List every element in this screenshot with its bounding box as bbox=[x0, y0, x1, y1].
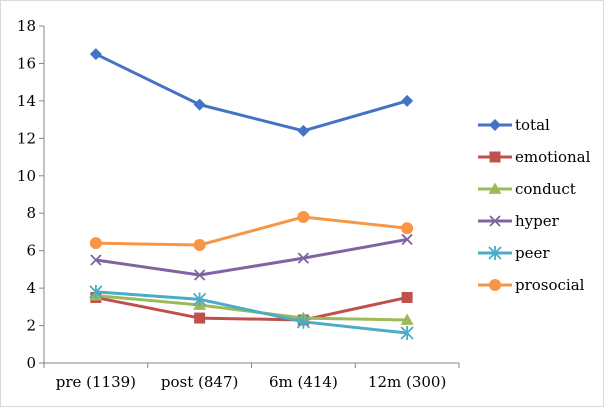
data-point-hyper bbox=[90, 254, 102, 266]
legend-marker bbox=[489, 279, 501, 291]
data-point-peer bbox=[400, 326, 414, 341]
data-point-conduct bbox=[400, 313, 414, 325]
legend-item-prosocial: prosocial bbox=[478, 276, 585, 294]
data-point-hyper bbox=[401, 233, 413, 246]
data-point-total bbox=[193, 98, 206, 111]
legend-marker bbox=[489, 151, 501, 163]
data-point-total bbox=[89, 48, 102, 61]
legend-marker bbox=[488, 182, 502, 194]
data-point-total bbox=[297, 124, 310, 137]
y-tick-label: 16 bbox=[17, 54, 36, 72]
legend-label: hyper bbox=[515, 212, 560, 230]
x-tick-label: 6m (414) bbox=[269, 373, 338, 391]
y-tick-label: 6 bbox=[26, 242, 36, 260]
legend-item-emotional: emotional bbox=[478, 148, 591, 166]
series-layer bbox=[89, 48, 414, 341]
legend-item-conduct: conduct bbox=[478, 180, 576, 198]
legend-marker bbox=[489, 119, 501, 131]
legend-item-total: total bbox=[478, 116, 550, 134]
series-line-peer bbox=[95, 290, 408, 335]
series-prosocial bbox=[89, 210, 414, 252]
legend-item-peer: peer bbox=[478, 244, 550, 262]
y-tick-label: 12 bbox=[17, 129, 36, 147]
y-tick-label: 0 bbox=[26, 354, 36, 372]
legend: total emotional conduct hyper peer prosocial bbox=[478, 116, 591, 294]
legend-label: conduct bbox=[515, 180, 576, 198]
y-tick-label: 4 bbox=[26, 279, 36, 297]
data-point-total bbox=[401, 94, 414, 107]
data-point-peer bbox=[192, 292, 207, 307]
legend-item-hyper: hyper bbox=[478, 212, 560, 230]
legend-label: total bbox=[515, 116, 550, 134]
x-tick-label: pre (1139) bbox=[56, 373, 136, 391]
series-hyper bbox=[90, 233, 413, 281]
data-point-prosocial bbox=[193, 239, 206, 252]
y-tick-label: 18 bbox=[17, 17, 36, 35]
x-tick-label: post (847) bbox=[161, 373, 238, 391]
legend-label: prosocial bbox=[515, 276, 585, 294]
data-point-hyper bbox=[297, 252, 310, 264]
data-point-peer bbox=[296, 314, 311, 329]
legend-label: emotional bbox=[515, 148, 591, 166]
y-tick-label: 14 bbox=[17, 92, 36, 110]
data-point-prosocial bbox=[89, 237, 102, 250]
data-point-hyper bbox=[193, 269, 206, 281]
data-point-peer bbox=[89, 284, 103, 299]
axes: 0 2 4 6 8 10 12 14 16 18 pre (1139) post (847) 6m (4… bbox=[17, 17, 460, 391]
data-point-prosocial bbox=[401, 222, 414, 235]
y-tick-label: 2 bbox=[26, 317, 36, 335]
series-peer bbox=[89, 284, 414, 341]
data-point-emotional bbox=[401, 291, 413, 303]
y-tick-label: 10 bbox=[17, 167, 36, 185]
series-line-hyper bbox=[95, 237, 408, 277]
series-total bbox=[89, 48, 414, 137]
series-line-prosocial bbox=[95, 215, 408, 247]
data-point-emotional bbox=[194, 312, 206, 324]
series-line-total bbox=[95, 52, 408, 133]
y-tick-label: 8 bbox=[26, 204, 36, 222]
data-point-prosocial bbox=[297, 210, 310, 223]
legend-marker bbox=[489, 215, 501, 227]
legend-label: peer bbox=[515, 244, 550, 262]
x-tick-label: 12m (300) bbox=[368, 373, 446, 391]
legend-marker bbox=[488, 246, 502, 260]
series-line-emotional bbox=[95, 296, 408, 322]
